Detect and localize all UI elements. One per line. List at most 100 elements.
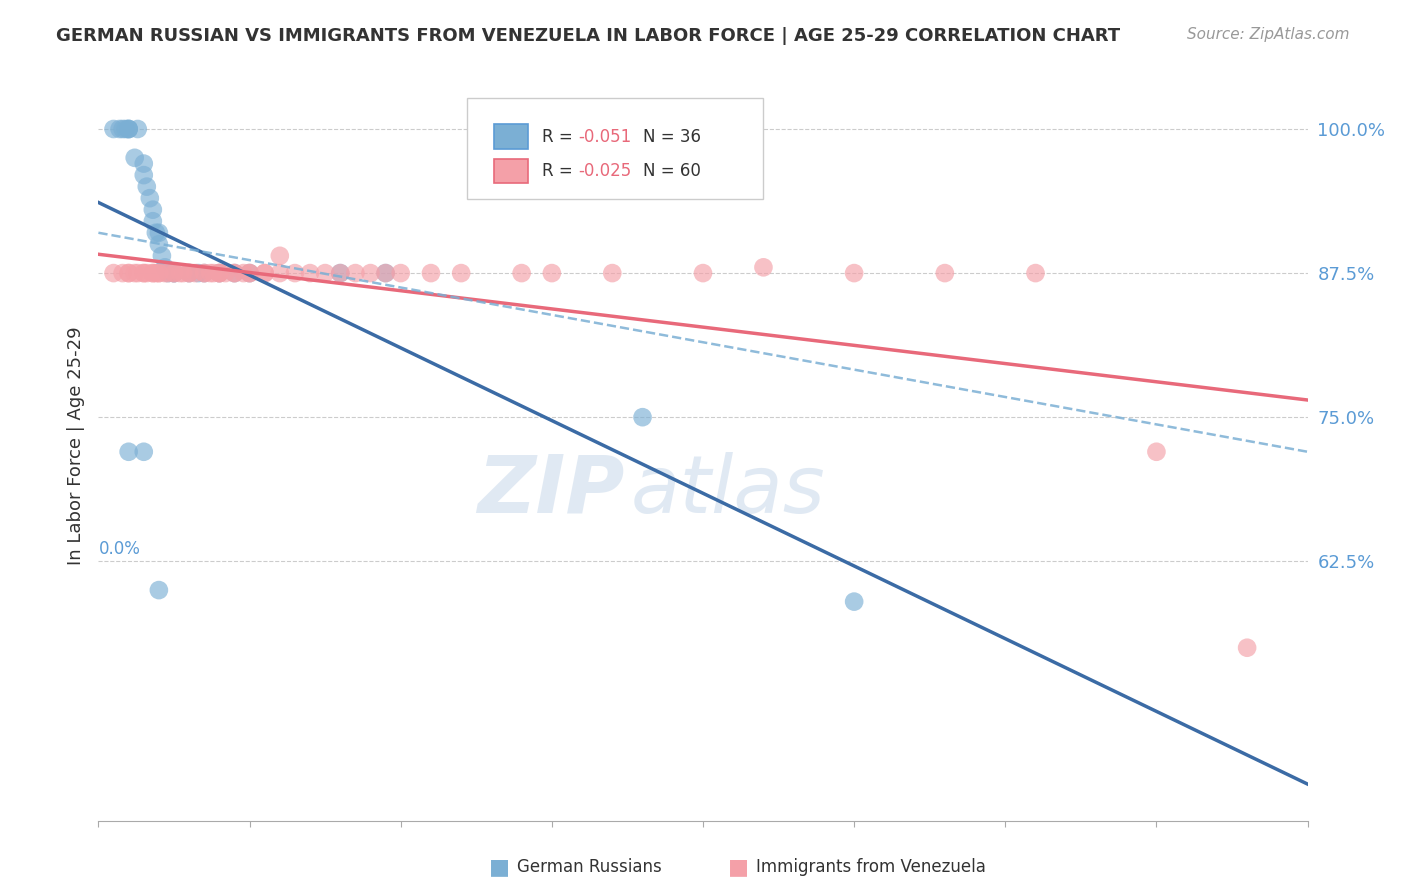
Point	[153, 266, 176, 280]
Point	[239, 266, 262, 280]
Point	[127, 266, 149, 280]
Point	[200, 266, 222, 280]
Point	[118, 444, 141, 458]
Point	[284, 266, 307, 280]
Point	[132, 444, 155, 458]
Point	[148, 237, 170, 252]
Point	[187, 266, 209, 280]
Point	[148, 266, 170, 280]
Point	[253, 266, 276, 280]
Point	[208, 266, 231, 280]
Text: R =: R =	[543, 162, 578, 180]
Point	[1024, 266, 1046, 280]
Point	[156, 266, 179, 280]
Point	[163, 266, 186, 280]
Point	[103, 266, 125, 280]
Point	[224, 266, 246, 280]
Point	[169, 266, 191, 280]
Point	[142, 202, 165, 217]
Point	[132, 156, 155, 170]
Text: GERMAN RUSSIAN VS IMMIGRANTS FROM VENEZUELA IN LABOR FORCE | AGE 25-29 CORRELATI: GERMAN RUSSIAN VS IMMIGRANTS FROM VENEZU…	[56, 27, 1121, 45]
Point	[163, 266, 186, 280]
Point	[127, 122, 149, 136]
Text: N = 60: N = 60	[643, 162, 700, 180]
Point	[135, 179, 157, 194]
Point	[163, 266, 186, 280]
Point	[153, 260, 176, 275]
Point	[389, 266, 412, 280]
Point	[374, 266, 396, 280]
Point	[124, 266, 146, 280]
Point	[934, 266, 956, 280]
Point	[202, 266, 225, 280]
Point	[208, 266, 231, 280]
Point	[118, 122, 141, 136]
Text: ■: ■	[728, 857, 748, 877]
Point	[132, 266, 155, 280]
Point	[118, 122, 141, 136]
Point	[844, 594, 866, 608]
FancyBboxPatch shape	[494, 159, 527, 184]
FancyBboxPatch shape	[494, 124, 527, 149]
Point	[111, 266, 134, 280]
Point	[139, 191, 162, 205]
Point	[510, 266, 533, 280]
Point	[132, 266, 155, 280]
Point	[172, 266, 194, 280]
Point	[450, 266, 472, 280]
Point	[540, 266, 562, 280]
Point	[142, 266, 165, 280]
Point	[299, 266, 322, 280]
Point	[360, 266, 382, 280]
Point	[844, 266, 866, 280]
Point	[184, 266, 207, 280]
Point	[224, 266, 246, 280]
Text: ZIP: ZIP	[477, 452, 624, 530]
Point	[142, 214, 165, 228]
Point	[208, 266, 231, 280]
Text: German Russians: German Russians	[517, 858, 662, 876]
Point	[145, 226, 167, 240]
Point	[239, 266, 262, 280]
Point	[329, 266, 352, 280]
Point	[111, 122, 134, 136]
Point	[253, 266, 276, 280]
Point	[269, 249, 291, 263]
Point	[269, 266, 291, 280]
Point	[156, 266, 179, 280]
Point	[344, 266, 367, 280]
Point	[329, 266, 352, 280]
Point	[118, 122, 141, 136]
Point	[132, 168, 155, 182]
Text: ■: ■	[489, 857, 509, 877]
Point	[148, 583, 170, 598]
Y-axis label: In Labor Force | Age 25-29: In Labor Force | Age 25-29	[66, 326, 84, 566]
Point	[602, 266, 624, 280]
Text: atlas: atlas	[630, 452, 825, 530]
Point	[163, 266, 186, 280]
Text: R =: R =	[543, 128, 578, 145]
Point	[135, 266, 157, 280]
Text: N = 36: N = 36	[643, 128, 700, 145]
Point	[193, 266, 215, 280]
Point	[179, 266, 201, 280]
Point	[1236, 640, 1258, 655]
Text: -0.025: -0.025	[578, 162, 631, 180]
Point	[692, 266, 714, 280]
Point	[145, 266, 167, 280]
Point	[193, 266, 215, 280]
Point	[314, 266, 336, 280]
Point	[208, 266, 231, 280]
Point	[150, 249, 173, 263]
Point	[179, 266, 201, 280]
Point	[103, 122, 125, 136]
Text: 0.0%: 0.0%	[98, 540, 141, 558]
Point	[752, 260, 775, 275]
Point	[239, 266, 262, 280]
Point	[142, 266, 165, 280]
Point	[118, 266, 141, 280]
Point	[1144, 444, 1167, 458]
Point	[214, 266, 236, 280]
Point	[374, 266, 396, 280]
Point	[148, 266, 170, 280]
